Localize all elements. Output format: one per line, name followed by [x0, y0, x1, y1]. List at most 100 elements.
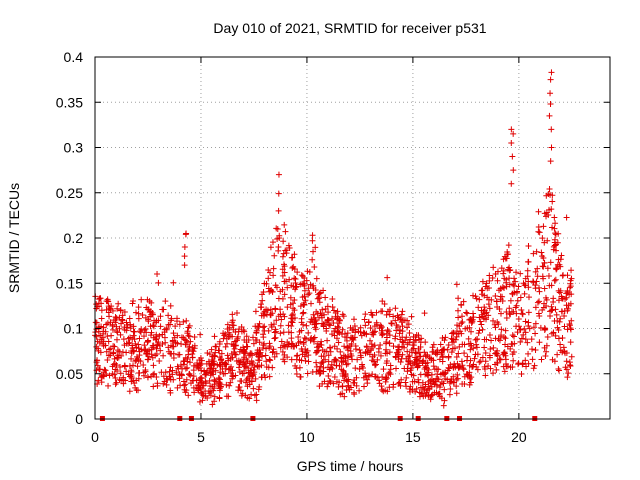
data-point	[288, 356, 295, 363]
data-point	[275, 171, 282, 178]
data-point	[358, 332, 365, 339]
data-point	[531, 362, 538, 369]
data-point	[224, 326, 231, 333]
data-point	[404, 317, 411, 324]
data-point	[184, 328, 191, 335]
data-point	[543, 213, 550, 220]
data-point	[277, 288, 284, 295]
data-point	[339, 383, 346, 390]
data-point	[455, 330, 462, 337]
data-point	[546, 112, 553, 119]
data-point	[150, 383, 157, 390]
data-point	[547, 158, 554, 165]
data-point	[552, 332, 559, 339]
data-point	[542, 326, 549, 333]
data-point	[541, 259, 548, 266]
data-point	[344, 378, 351, 385]
data-point	[239, 359, 246, 366]
data-point	[348, 384, 355, 391]
data-point	[486, 272, 493, 279]
data-point	[269, 239, 276, 246]
data-point	[233, 310, 240, 317]
data-point	[353, 382, 360, 389]
data-point	[152, 352, 159, 359]
data-point	[162, 339, 169, 346]
data-point	[405, 361, 412, 368]
data-point	[567, 339, 574, 346]
data-point	[185, 351, 192, 358]
data-point	[532, 282, 539, 289]
data-point	[559, 334, 566, 341]
data-point	[266, 373, 273, 380]
data-point	[277, 344, 284, 351]
data-point	[313, 275, 320, 282]
data-point	[263, 311, 270, 318]
data-point	[383, 375, 390, 382]
data-point	[103, 371, 110, 378]
data-point	[346, 343, 353, 350]
data-point	[466, 324, 473, 331]
data-point	[390, 381, 397, 388]
data-point	[507, 364, 514, 371]
data-point	[493, 298, 500, 305]
data-point	[549, 224, 556, 231]
data-point	[433, 351, 440, 358]
data-point	[494, 268, 501, 275]
data-point	[133, 309, 140, 316]
data-point	[308, 335, 315, 342]
data-point	[277, 330, 284, 337]
data-point	[455, 307, 462, 314]
data-point	[433, 365, 440, 372]
data-point	[401, 365, 408, 372]
data-point	[506, 264, 513, 271]
data-point	[300, 300, 307, 307]
data-point	[486, 354, 493, 361]
data-point	[255, 324, 262, 331]
data-point	[314, 340, 321, 347]
data-point	[506, 305, 513, 312]
data-point	[392, 353, 399, 360]
data-point	[132, 340, 139, 347]
data-point	[441, 337, 448, 344]
data-point	[314, 347, 321, 354]
data-point	[551, 277, 558, 284]
data-point	[469, 364, 476, 371]
data-point	[215, 347, 222, 354]
data-point	[258, 312, 265, 319]
data-point	[445, 341, 452, 348]
data-point	[415, 362, 422, 369]
data-point	[387, 366, 394, 373]
data-point	[127, 334, 134, 341]
data-point	[98, 323, 105, 330]
data-point	[467, 346, 474, 353]
data-point	[557, 315, 564, 322]
data-point	[402, 379, 409, 386]
data-point	[453, 383, 460, 390]
data-point	[131, 380, 138, 387]
data-point	[524, 339, 531, 346]
data-point	[203, 360, 210, 367]
data-point	[153, 373, 160, 380]
data-point	[154, 270, 161, 277]
data-point	[538, 356, 545, 363]
data-point	[290, 305, 297, 312]
data-point	[209, 401, 216, 408]
data-point	[476, 359, 483, 366]
data-point	[260, 342, 267, 349]
data-point	[281, 351, 288, 358]
data-point	[136, 335, 143, 342]
data-point	[158, 369, 165, 376]
data-point	[176, 375, 183, 382]
data-point	[340, 368, 347, 375]
data-point	[419, 358, 426, 365]
data-point	[459, 313, 466, 320]
data-point	[275, 207, 282, 214]
data-point	[367, 347, 374, 354]
data-point	[487, 346, 494, 352]
data-point	[456, 343, 463, 350]
data-point	[306, 290, 313, 297]
data-point	[206, 377, 213, 384]
data-point	[244, 394, 251, 401]
data-point	[567, 362, 574, 369]
data-point	[418, 335, 425, 342]
